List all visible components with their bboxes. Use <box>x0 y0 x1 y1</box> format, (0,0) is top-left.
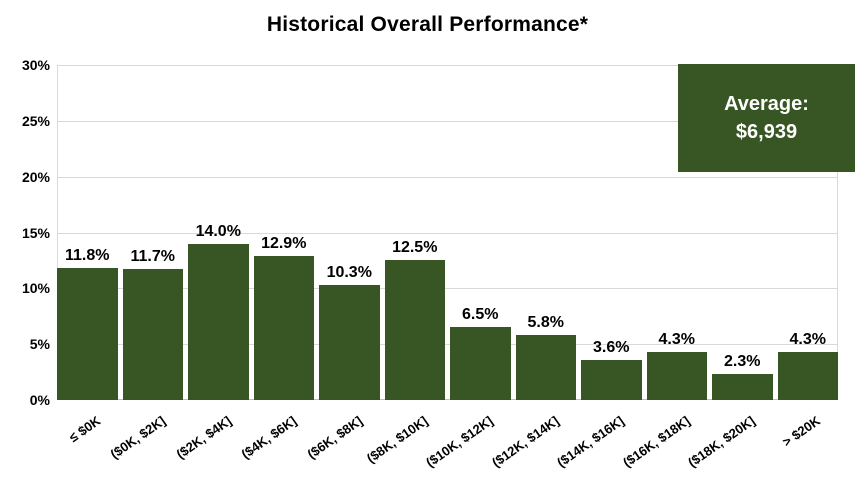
gridline <box>57 177 838 178</box>
x-axis-line <box>57 399 838 400</box>
bar <box>581 359 642 400</box>
bar-value-label: 11.7% <box>130 248 175 266</box>
bar-value-label: 4.3% <box>658 330 695 348</box>
y-tick-label: 15% <box>21 225 50 241</box>
bar-value-label: 10.3% <box>326 263 372 281</box>
gridline <box>57 288 838 289</box>
bar-value-label: 4.3% <box>789 330 826 348</box>
gridline <box>57 65 838 66</box>
bar-value-label: 14.0% <box>195 222 241 240</box>
plot-border-left <box>57 65 58 400</box>
x-tick-label: ($0K, $2K] <box>107 413 169 462</box>
bar <box>777 351 838 400</box>
average-callout: Average: $6,939 <box>678 64 855 172</box>
bar <box>515 335 576 400</box>
x-tick-label: ($18K, $20K] <box>685 413 758 471</box>
x-tick-label: ($8K, $10K] <box>363 413 431 466</box>
bar <box>450 327 511 400</box>
average-callout-value: $6,939 <box>735 121 798 143</box>
bar-value-label: 12.9% <box>261 234 307 252</box>
bar-value-label: 3.6% <box>593 338 630 356</box>
plot-area: 11.8% 11.7% 14.0% 12.9% 10.3% 12.5% 6.5% 5.8% 3.… <box>57 65 838 400</box>
gridline <box>57 121 838 122</box>
gridline <box>57 233 838 234</box>
x-tick-label: ($12K, $14K] <box>488 413 562 471</box>
y-tick-label: 5% <box>29 336 50 352</box>
bar <box>122 269 183 400</box>
plot-border-right <box>837 65 838 400</box>
x-tick-label: ($14K, $16K] <box>554 413 627 471</box>
bar <box>384 260 445 400</box>
chart-title: Historical Overall Performance* <box>266 13 589 36</box>
y-tick-label: 20% <box>21 169 50 185</box>
y-tick-label: 10% <box>21 280 50 296</box>
x-tick-label: ≤ $0K <box>65 413 103 446</box>
x-tick-label: ($10K, $12K] <box>423 413 496 471</box>
bar <box>188 243 249 400</box>
bar <box>712 374 773 400</box>
bar-value-label: 11.8% <box>65 247 110 265</box>
bar-value-label: 2.3% <box>724 353 761 371</box>
bar-value-label: 12.5% <box>392 239 438 257</box>
bar-value-label: 5.8% <box>527 314 564 332</box>
x-tick-label: ($16K, $18K] <box>619 413 693 471</box>
bar <box>319 284 380 400</box>
bar <box>646 351 707 400</box>
x-tick-label: ($2K, $4K] <box>173 413 234 462</box>
bar <box>57 268 118 400</box>
x-tick-label: ($4K, $6K] <box>238 413 300 462</box>
y-tick-label: 25% <box>21 113 50 129</box>
average-callout-label: Average: <box>724 93 809 115</box>
gridline <box>57 344 838 345</box>
y-tick-label: 30% <box>21 57 50 73</box>
bar-value-label: 6.5% <box>462 306 499 324</box>
bar <box>253 255 314 400</box>
x-tick-label: ($6K, $8K] <box>304 413 365 462</box>
x-tick-label: > $20K <box>780 413 824 450</box>
y-tick-label: 0% <box>29 392 50 408</box>
